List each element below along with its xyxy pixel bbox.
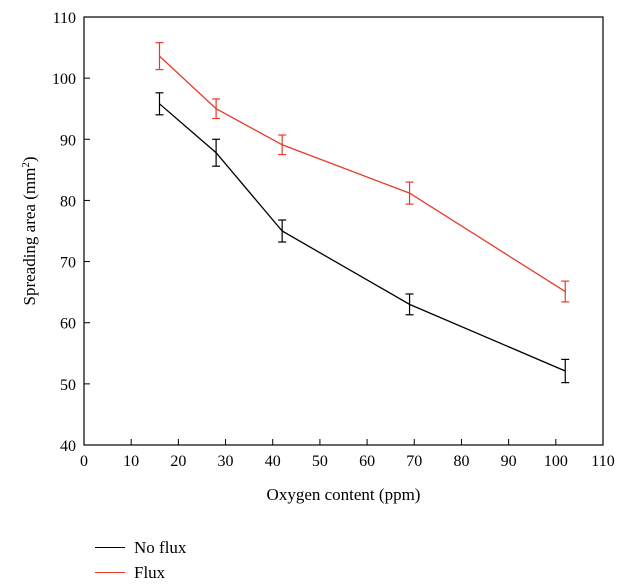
y-tick-label: 110 xyxy=(53,10,76,27)
y-tick-label: 90 xyxy=(60,132,76,149)
x-tick-label: 60 xyxy=(359,453,375,470)
error-bar-flux xyxy=(212,98,221,120)
error-bar-no-flux xyxy=(405,293,414,316)
legend-item-no-flux: No flux xyxy=(95,535,186,560)
series-layer xyxy=(155,42,570,384)
x-tick-label: 90 xyxy=(501,453,517,470)
error-bar-no-flux xyxy=(561,358,570,384)
error-bar-no-flux xyxy=(155,92,164,116)
series-line-no-flux xyxy=(159,103,566,372)
x-tick-label: 100 xyxy=(544,453,568,470)
y-tick-label: 60 xyxy=(60,316,76,333)
y-tick-label: 70 xyxy=(60,255,76,272)
x-tick-label: 80 xyxy=(453,453,469,470)
x-tick-label: 50 xyxy=(312,453,328,470)
series-line-flux xyxy=(159,55,566,293)
y-axis-label: Spreading area (mm2) xyxy=(20,156,39,305)
y-tick-label: 50 xyxy=(60,377,76,394)
legend-swatch-no-flux xyxy=(95,547,125,548)
legend-item-flux: Flux xyxy=(95,560,186,585)
legend-label-no-flux: No flux xyxy=(134,537,187,557)
x-tick-label: 20 xyxy=(170,453,186,470)
x-tick-label: 0 xyxy=(80,453,88,470)
x-tick-label: 40 xyxy=(265,453,281,470)
y-axis-label-superscript: 2 xyxy=(20,162,32,168)
y-axis-label-tail: ) xyxy=(20,156,39,162)
y-axis-label-main: Spreading area (mm xyxy=(20,168,39,306)
plot-frame xyxy=(83,16,604,446)
error-bar-no-flux xyxy=(278,219,287,243)
line-chart: 0 10 20 30 40 50 60 70 80 90 100 110 40 50 60 70 80 90 100… xyxy=(20,10,615,504)
legend: No flux Flux xyxy=(95,535,186,585)
x-tick-label: 70 xyxy=(406,453,422,470)
x-tick-label: 10 xyxy=(123,453,139,470)
error-bar-flux xyxy=(405,181,414,205)
error-bar-flux xyxy=(155,42,164,71)
x-tick-label: 110 xyxy=(591,453,614,470)
x-tick-label: 30 xyxy=(218,453,234,470)
error-bar-flux xyxy=(561,280,570,303)
legend-swatch-flux xyxy=(95,572,125,573)
error-bar-no-flux xyxy=(212,138,221,167)
y-tick-label: 80 xyxy=(60,193,76,210)
y-tick-label: 40 xyxy=(60,438,76,455)
legend-label-flux: Flux xyxy=(134,562,166,582)
y-tick-label: 100 xyxy=(52,71,76,88)
x-axis-label: Oxygen content (ppm) xyxy=(267,485,421,504)
axis-ticks: 0 10 20 30 40 50 60 70 80 90 100 110 40 50 60 70 80 90 100… xyxy=(52,10,615,470)
error-bar-flux xyxy=(278,134,287,156)
